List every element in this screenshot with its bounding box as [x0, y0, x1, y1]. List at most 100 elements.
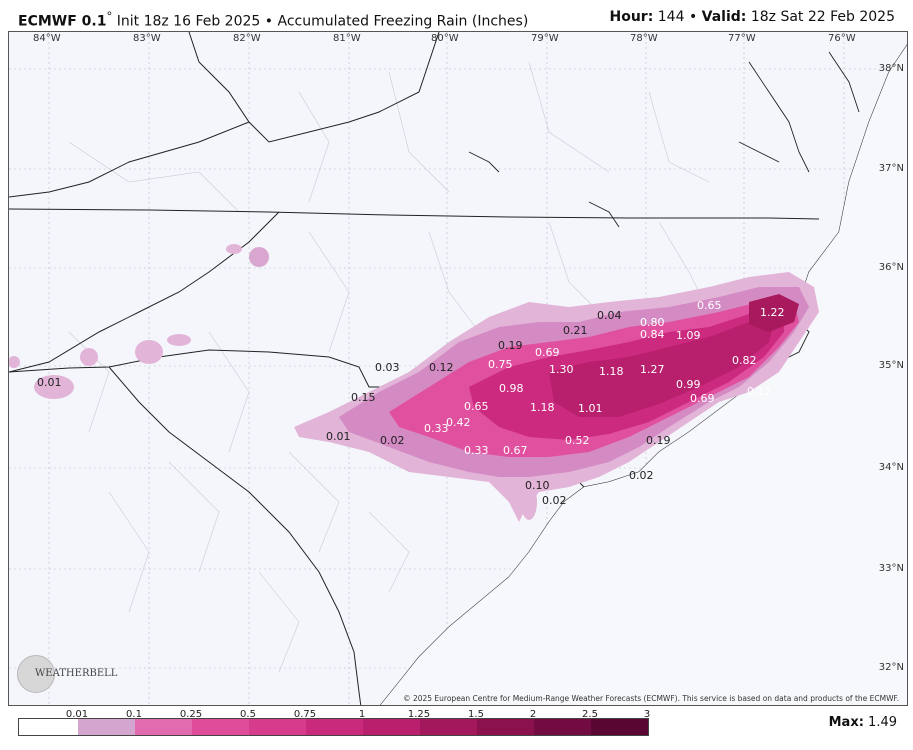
- lat-label: 33°N: [878, 563, 904, 574]
- colorbar-swatch: [192, 719, 249, 735]
- value-label: 0.52: [565, 434, 590, 447]
- lon-label: 79°W: [531, 33, 559, 44]
- value-label: 0.12: [747, 385, 772, 398]
- value-label: 0.84: [640, 328, 665, 341]
- contour-1: [549, 322, 774, 417]
- colorbar-tick: 2: [529, 709, 537, 720]
- colorbar-swatch: [135, 719, 192, 735]
- map-panel: 84°W 83°W 82°W 81°W 80°W 79°W 78°W 77°W …: [8, 31, 908, 706]
- logo-globe-icon: [17, 655, 55, 693]
- valid-label: Valid:: [701, 9, 747, 25]
- lat-label: 32°N: [878, 662, 904, 673]
- colorbar-tick: 3: [643, 709, 651, 720]
- map-title: ECMWF 0.1° Init 18z 16 Feb 2025 • Accumu…: [18, 9, 528, 30]
- value-label: 1.22: [760, 306, 785, 319]
- colorbar-tick: 0.5: [240, 709, 256, 720]
- colorbar-tick: 1: [358, 709, 366, 720]
- forecast-time: Hour: 144 • Valid: 18z Sat 22 Feb 2025: [609, 9, 895, 25]
- ocean: [380, 45, 907, 705]
- lon-label: 81°W: [333, 33, 361, 44]
- degree-mark: °: [106, 9, 113, 23]
- value-label: 0.82: [732, 354, 757, 367]
- colorbar-tick: 0.25: [179, 709, 203, 720]
- value-label: 0.02: [629, 469, 654, 482]
- value-label: 0.21: [563, 324, 588, 337]
- value-label: 0.02: [380, 434, 405, 447]
- colorbar-tick: 2.5: [582, 709, 598, 720]
- value-label: 0.33: [464, 444, 489, 457]
- value-label: 0.80: [640, 316, 665, 329]
- value-label: 0.65: [464, 400, 489, 413]
- value-label: 0.12: [429, 361, 454, 374]
- value-label: 1.18: [530, 401, 555, 414]
- product-name: Accumulated Freezing Rain (Inches): [277, 13, 529, 30]
- value-label: 0.75: [488, 358, 513, 371]
- colorbar-tick: 0.1: [126, 709, 142, 720]
- county-lines: [68, 61, 710, 673]
- lat-label: 34°N: [878, 462, 904, 473]
- small-patch: [249, 247, 269, 267]
- lon-label: 82°W: [233, 33, 261, 44]
- hour-label: Hour:: [609, 9, 654, 25]
- value-label: 0.33: [424, 422, 449, 435]
- small-patch: [80, 348, 98, 366]
- colorbar-tick: 1.25: [407, 709, 431, 720]
- model-name: ECMWF 0.1: [18, 13, 107, 30]
- title-bullet: •: [264, 13, 274, 30]
- colorbar-swatch: [420, 719, 477, 735]
- colorbar: [18, 718, 649, 736]
- colorbar-ticks: 0.01 0.1 0.25 0.5 0.75 1 1.25 1.5 2 2.5 …: [18, 709, 658, 720]
- lon-label: 77°W: [728, 33, 756, 44]
- lon-label: 84°W: [33, 33, 61, 44]
- colorbar-tick: 0.01: [65, 709, 89, 720]
- time-bullet: •: [688, 9, 698, 25]
- logo-text: WEATHERBELL: [35, 668, 118, 679]
- freezing-rain-field: [9, 244, 819, 522]
- lat-label: 36°N: [878, 262, 904, 273]
- small-patch: [521, 484, 537, 520]
- value-label: 0.01: [37, 376, 62, 389]
- colorbar-swatch: [591, 719, 648, 735]
- max-value: Max: 1.49: [829, 715, 897, 730]
- value-label: 0.04: [597, 309, 622, 322]
- init-time: Init 18z 16 Feb 2025: [116, 13, 261, 30]
- valid-value: 18z Sat 22 Feb 2025: [750, 9, 895, 25]
- value-label: 0.67: [503, 444, 528, 457]
- small-patch: [34, 375, 74, 399]
- lat-label: 35°N: [878, 360, 904, 371]
- value-label: 0.98: [499, 382, 524, 395]
- value-label: 0.19: [498, 339, 523, 352]
- value-label: 1.09: [676, 329, 701, 342]
- contour-125: [749, 294, 799, 332]
- colorbar-swatch: [306, 719, 363, 735]
- small-patch: [9, 356, 20, 368]
- lat-label: 37°N: [878, 163, 904, 174]
- header-bar: ECMWF 0.1° Init 18z 16 Feb 2025 • Accumu…: [0, 0, 913, 30]
- value-label: 0.03: [375, 361, 400, 374]
- weatherbell-logo: WEATHERBELL: [17, 655, 117, 695]
- lon-label: 80°W: [431, 33, 459, 44]
- colorbar-swatch: [78, 719, 135, 735]
- value-label: 1.27: [640, 363, 665, 376]
- colorbar-swatch: [477, 719, 534, 735]
- value-label: 1.30: [549, 363, 574, 376]
- lat-label: 38°N: [878, 63, 904, 74]
- small-patch: [135, 340, 163, 364]
- colorbar-tick: 0.75: [293, 709, 317, 720]
- value-label: 0.01: [326, 430, 351, 443]
- value-label: 0.15: [351, 391, 376, 404]
- lon-label: 76°W: [828, 33, 856, 44]
- colorbar-swatch: [363, 719, 420, 735]
- value-label: 0.65: [697, 299, 722, 312]
- value-label: 0.69: [535, 346, 560, 359]
- data-credit: © 2025 European Centre for Medium-Range …: [403, 694, 899, 703]
- lon-label: 83°W: [133, 33, 161, 44]
- max-number: 1.49: [868, 715, 897, 730]
- hour-value: 144: [657, 9, 685, 25]
- small-patch: [167, 334, 191, 346]
- colorbar-swatch: [249, 719, 306, 735]
- value-label: 1.18: [599, 365, 624, 378]
- value-label: 1.01: [578, 402, 603, 415]
- value-label: 0.02: [542, 494, 567, 507]
- small-patch: [226, 244, 242, 254]
